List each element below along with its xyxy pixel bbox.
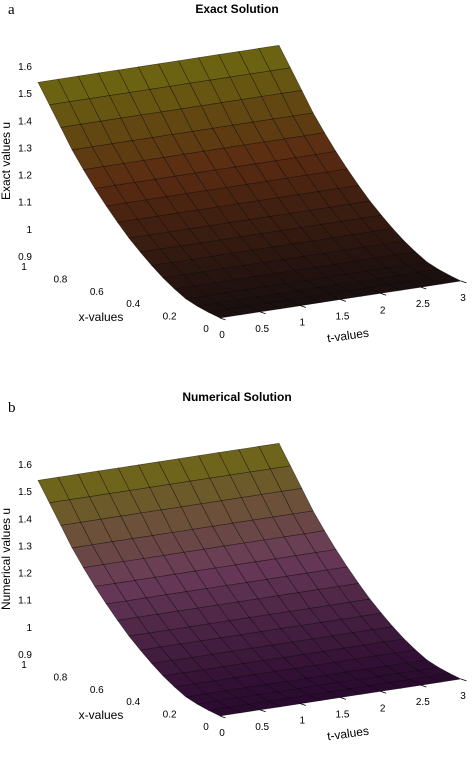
z-tick-label: 1.4 — [18, 116, 32, 127]
t-tick-mark — [380, 292, 387, 296]
t-tick-mark — [219, 715, 226, 719]
z-tick-label: 1.2 — [18, 569, 32, 580]
x-tick-label: 0.6 — [90, 685, 104, 696]
x-tick-label: 0.8 — [53, 672, 67, 683]
z-tick-label: 1.3 — [18, 541, 32, 552]
t-tick-mark — [460, 280, 467, 284]
z-tick-label: 1 — [26, 623, 32, 634]
z-axis-label: Numerical values u — [0, 508, 13, 610]
t-tick-mark — [260, 709, 266, 713]
t-tick-mark — [219, 317, 226, 321]
t-tick-mark — [300, 305, 306, 308]
x-tick-label: 0.6 — [90, 287, 104, 298]
z-tick-label: 1 — [26, 225, 32, 236]
surface-patch — [428, 673, 462, 683]
t-tick-label: 1 — [300, 318, 306, 329]
surface-plot: 00.511.522.5300.20.40.60.810.911.11.21.3… — [0, 442, 467, 744]
t-tick-mark — [420, 286, 427, 290]
x-axis-label: x-values — [79, 310, 124, 324]
surface-mesh — [37, 44, 462, 319]
surface-plot: 00.511.522.5300.20.40.60.810.911.11.21.3… — [0, 44, 467, 346]
z-tick-label: 1.6 — [18, 62, 32, 73]
x-tick-label: 0 — [203, 324, 209, 335]
t-tick-label: 0 — [219, 728, 225, 739]
t-tick-mark — [460, 678, 467, 682]
x-tick-label: 0.8 — [53, 274, 67, 285]
t-tick-label: 3 — [460, 691, 466, 702]
t-tick-mark — [300, 703, 306, 706]
x-axis-label: x-values — [79, 708, 124, 722]
x-tick-label: 1 — [21, 660, 27, 671]
panel-numerical-solution: b Numerical Solution 0 0.5 1 1.5 2 2.5 3 0 0.2 0.… — [0, 386, 474, 772]
z-tick-label: 1.5 — [18, 487, 32, 498]
panel-exact-solution: a Exact Solution 0 0.5 1 1.5 2 2.5 3 0 0.2 0.4 0.6… — [0, 2, 467, 346]
t-tick-label: 1 — [300, 716, 306, 727]
t-tick-label: 0 — [219, 330, 225, 341]
x-tick-label: 1 — [21, 262, 27, 273]
t-tick-mark — [420, 684, 427, 688]
z-tick-label: 1.4 — [18, 514, 32, 525]
z-tick-label: 1.2 — [18, 171, 32, 182]
axis-ticks: 00.511.522.5300.20.40.60.810.911.11.21.3… — [18, 62, 467, 341]
t-tick-mark — [260, 311, 266, 315]
t-axis-label: t-values — [326, 724, 370, 744]
panel-letter: a — [8, 2, 15, 18]
panel-letter: b — [8, 400, 16, 416]
t-tick-label: 2 — [380, 703, 386, 714]
z-tick-label: 0.9 — [18, 252, 32, 263]
x-tick-label: 0.2 — [163, 710, 177, 721]
t-tick-label: 0.5 — [255, 722, 269, 733]
t-tick-label: 1.5 — [336, 312, 350, 323]
z-axis-label: Exact values u — [0, 122, 13, 200]
x-tick-label: 0 — [203, 722, 209, 733]
z-tick-label: 1.3 — [18, 143, 32, 154]
t-axis-label: t-values — [326, 326, 370, 346]
z-tick-label: 1.1 — [18, 596, 32, 607]
z-tick-label: 1.1 — [18, 198, 32, 209]
t-tick-label: 1.5 — [336, 710, 350, 721]
t-tick-label: 3 — [460, 293, 466, 304]
t-tick-label: 2 — [380, 305, 386, 316]
chart-title: Numerical Solution — [182, 390, 292, 404]
x-tick-label: 0.4 — [126, 697, 140, 708]
x-tick-label: 0.2 — [163, 312, 177, 323]
t-tick-label: 2.5 — [416, 697, 430, 708]
x-tick-label: 0.4 — [126, 299, 140, 310]
z-tick-label: 0.9 — [18, 650, 32, 661]
z-tick-label: 1.6 — [18, 460, 32, 471]
t-tick-label: 2.5 — [416, 299, 430, 310]
chart-title: Exact Solution — [195, 2, 279, 16]
t-tick-label: 0.5 — [255, 324, 269, 335]
t-tick-mark — [340, 299, 347, 302]
t-tick-mark — [380, 690, 387, 694]
surface-mesh — [37, 442, 462, 717]
surface-patch — [428, 275, 462, 285]
t-tick-mark — [340, 697, 347, 700]
axis-ticks: 00.511.522.5300.20.40.60.810.911.11.21.3… — [18, 460, 467, 739]
z-tick-label: 1.5 — [18, 89, 32, 100]
